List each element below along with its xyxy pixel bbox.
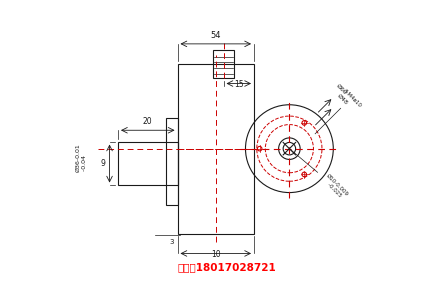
Text: -0.04: -0.04 (82, 155, 87, 183)
Text: 9: 9 (100, 159, 105, 168)
Text: Ø36-0.01: Ø36-0.01 (76, 144, 81, 172)
Text: Ø10-0.009
    -0.025: Ø10-0.009 -0.025 (321, 173, 350, 201)
Text: Ø48: Ø48 (336, 93, 349, 106)
Text: 54: 54 (211, 31, 221, 40)
Bar (213, 49, 234, 78)
Text: 3: 3 (170, 239, 174, 245)
Text: 10: 10 (211, 250, 220, 259)
Text: Ø60: Ø60 (335, 83, 347, 96)
Bar (166, 118, 178, 205)
Text: 20: 20 (143, 117, 153, 126)
Text: 15: 15 (234, 80, 244, 89)
Bar (118, 142, 178, 186)
Bar (178, 64, 254, 234)
Text: 3-M4⌀10: 3-M4⌀10 (342, 88, 363, 108)
Text: 手机：18017028721: 手机：18017028721 (178, 263, 276, 273)
